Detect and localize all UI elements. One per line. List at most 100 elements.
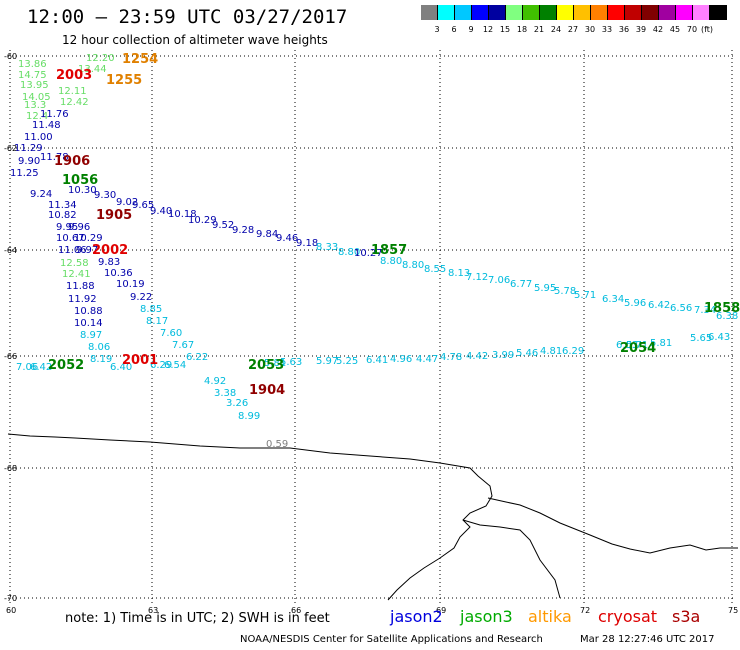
wave-height-value: 10.29: [188, 215, 217, 226]
wave-height-value: 7.12: [466, 272, 488, 283]
legend-label: 27: [567, 25, 579, 34]
wave-height-value: 3.99: [492, 350, 514, 361]
wave-height-value: 10.19: [116, 279, 145, 290]
wave-height-value: 9.28: [232, 225, 254, 236]
ice-edge-value: 0.59: [266, 439, 288, 450]
wave-height-value: 9.52: [212, 220, 234, 231]
wave-height-value: 8.99: [238, 411, 260, 422]
satellite-name: altika: [528, 607, 572, 626]
pass-time-label: 2052: [48, 358, 84, 373]
longitude-label: 60: [6, 606, 16, 615]
wave-height-value: 6.34: [602, 294, 624, 305]
wave-height-value: 12.42: [60, 97, 89, 108]
satellite-name: s3a: [672, 607, 701, 626]
wave-height-value: 10.27: [354, 248, 383, 259]
longitude-label: 69: [436, 606, 446, 615]
pass-time-label: 1255: [106, 73, 142, 88]
wave-height-value: 9.84: [256, 229, 278, 240]
legend-swatch: [659, 5, 676, 20]
legend-swatch: [472, 5, 489, 20]
wave-height-value: 13.86: [18, 59, 47, 70]
legend-label: 70: [686, 25, 698, 34]
legend-swatch: [455, 5, 472, 20]
wave-height-value: 8.80: [338, 247, 360, 258]
pass-time-label: 2054: [620, 341, 656, 356]
wave-height-value: 8.55: [424, 264, 446, 275]
wave-height-value: 9.96: [68, 222, 90, 233]
wave-height-value: 5.65: [690, 333, 712, 344]
wave-height-value: 12.41: [62, 269, 91, 280]
wave-height-value: 9.40: [150, 206, 172, 217]
wave-height-value: 8.97: [80, 330, 102, 341]
wave-height-value: 5.96: [624, 298, 646, 309]
satellite-name: cryosat: [598, 607, 658, 626]
wave-height-value: 8.80: [380, 256, 402, 267]
wave-height-value: 5.95: [534, 283, 556, 294]
legend-label: 3: [434, 25, 440, 34]
legend-swatch: [438, 5, 455, 20]
wave-height-value: 5.81: [650, 338, 672, 349]
wave-height-value: 6.54: [164, 360, 186, 371]
wave-height-value: 8.85: [140, 304, 162, 315]
wave-height-value: 9.24: [30, 189, 52, 200]
legend-swatch: [608, 5, 625, 20]
wave-height-value: 12.20: [86, 53, 115, 64]
wave-height-value: 5.71: [626, 340, 648, 351]
wave-height-value: 9.95: [56, 222, 78, 233]
wave-height-value: 4.42: [466, 351, 488, 362]
legend-label: 33: [601, 25, 613, 34]
legend-swatch: [591, 5, 608, 20]
wave-height-value: 11.34: [48, 200, 77, 211]
pass-time-label: 1056: [62, 173, 98, 188]
wave-height-value: 5.71: [574, 290, 596, 301]
map-title: 12:00 – 23:59 UTC 03/27/2017: [27, 6, 348, 28]
wave-height-value: 11.25: [10, 168, 39, 179]
wave-height-value: 4.92: [204, 376, 226, 387]
coastline-east: [487, 497, 738, 554]
wave-height-value: 8.17: [146, 316, 168, 327]
wave-height-value: 5.78: [554, 286, 576, 297]
wave-height-value: 11.78: [40, 152, 69, 163]
legend-swatch: [540, 5, 557, 20]
wave-height-value: 4.47: [416, 354, 438, 365]
longitude-label: 63: [148, 606, 158, 615]
wave-height-value: 12.58: [60, 258, 89, 269]
wave-height-value: 10.88: [74, 306, 103, 317]
wave-height-value: 7.34: [694, 305, 716, 316]
wave-height-value: 5.81: [264, 358, 286, 369]
pass-time-label: 1858: [704, 301, 740, 316]
legend-label: 39: [635, 25, 647, 34]
wave-height-value: 7.60: [160, 328, 182, 339]
wave-height-value: 9.02: [116, 197, 138, 208]
legend-label: 45: [669, 25, 681, 34]
wave-height-value: 9.18: [296, 238, 318, 249]
wave-height-value: 6.42: [30, 362, 52, 373]
longitude-label: 75: [728, 606, 738, 615]
pass-time-label: 1906: [54, 154, 90, 169]
wave-height-value: 4.96: [390, 354, 412, 365]
legend-swatch: [574, 5, 591, 20]
legend-label: 18: [516, 25, 528, 34]
wave-height-value: 11.06: [58, 245, 87, 256]
footer-note: note: 1) Time is in UTC; 2) SWH is in fe…: [65, 611, 330, 626]
wave-height-value: 5.63: [280, 357, 302, 368]
legend-swatch: [421, 5, 438, 20]
wave-height-value: 14.75: [18, 70, 47, 81]
wave-height-value: 9.65: [132, 200, 154, 211]
legend-swatch: [642, 5, 659, 20]
pass-time-label: 1904: [249, 383, 285, 398]
lat-lon-grid: [8, 50, 736, 604]
wave-height-value: 6.29: [150, 360, 172, 371]
legend-swatch: [523, 5, 540, 20]
wave-height-value: 8.19: [90, 354, 112, 365]
wave-height-value: 11.88: [66, 281, 95, 292]
wave-height-value: 10.36: [104, 268, 133, 279]
wave-height-value: 4.78: [440, 352, 462, 363]
credit-line: NOAA/NESDIS Center for Satellite Applica…: [240, 634, 543, 645]
wave-height-value: 5.97: [316, 356, 338, 367]
wave-height-value: 9.46: [276, 233, 298, 244]
latitude-label: -68: [4, 464, 17, 473]
legend-label: 24: [550, 25, 562, 34]
longitude-label: 66: [291, 606, 301, 615]
